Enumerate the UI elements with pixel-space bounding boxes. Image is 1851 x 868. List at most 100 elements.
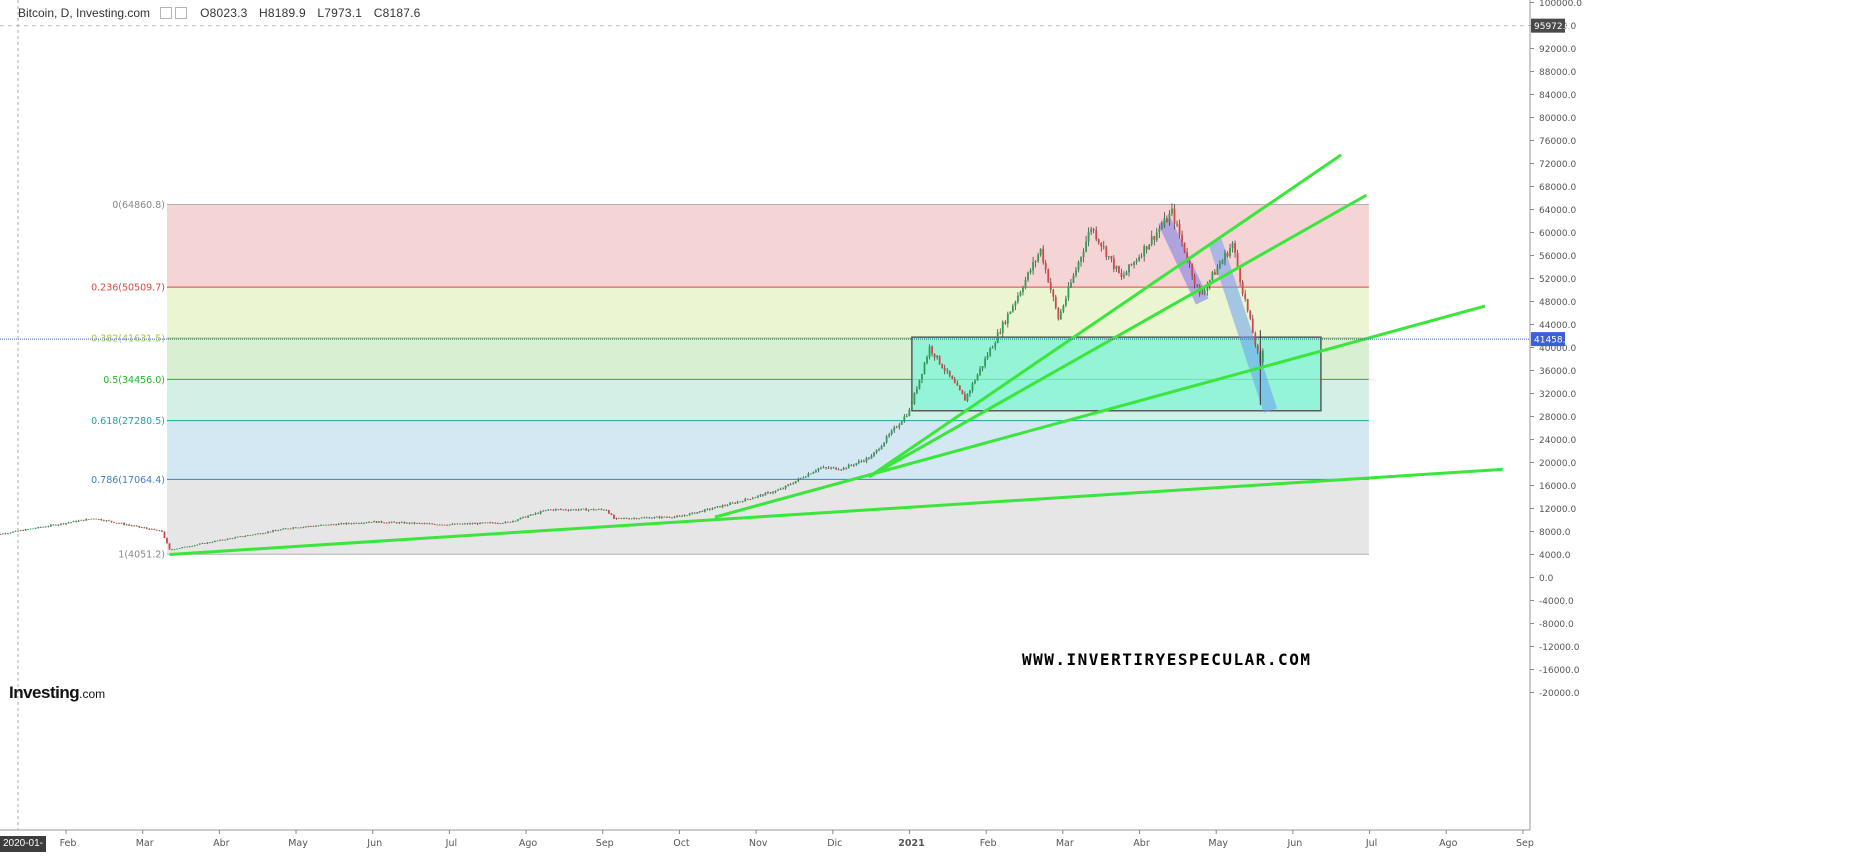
candle-body bbox=[688, 513, 691, 516]
candle-body bbox=[1239, 267, 1242, 282]
candle-body bbox=[610, 513, 613, 515]
candle-body bbox=[686, 515, 689, 517]
candle-body bbox=[1150, 236, 1153, 245]
candle-body bbox=[820, 467, 822, 469]
trendline bbox=[714, 304, 1486, 519]
time-tick-label: Abr bbox=[1133, 838, 1150, 849]
price-tick-label: 84000.0 bbox=[1539, 91, 1576, 101]
candle-body bbox=[19, 530, 22, 532]
candle-body bbox=[49, 524, 52, 527]
candle-body bbox=[865, 457, 868, 462]
candle-body bbox=[880, 446, 883, 450]
candle-body bbox=[562, 509, 565, 511]
fib-level-label: 1(4051.2) bbox=[118, 550, 165, 561]
candle-body bbox=[67, 522, 70, 524]
candle-body bbox=[115, 522, 118, 524]
candle-body bbox=[893, 427, 896, 431]
candle-body bbox=[1171, 208, 1173, 214]
current-price-tag bbox=[1531, 332, 1565, 347]
candle-body bbox=[731, 502, 734, 504]
ohlc-readout: O8023.3 H8189.9 L7973.1 C8187.6 bbox=[200, 6, 428, 20]
candle-body bbox=[216, 540, 219, 542]
candle-body bbox=[494, 522, 497, 524]
candle-body bbox=[565, 509, 567, 511]
candle-body bbox=[219, 539, 221, 541]
candle-body bbox=[47, 526, 50, 528]
candle-body bbox=[1102, 246, 1105, 248]
candle-body bbox=[236, 536, 239, 538]
candle-body bbox=[724, 505, 726, 507]
candle-body bbox=[736, 501, 739, 504]
candle-body bbox=[100, 519, 103, 521]
candle-body bbox=[9, 532, 12, 534]
time-tick-label: Feb bbox=[60, 838, 77, 849]
candle-body bbox=[421, 523, 423, 525]
candle-body bbox=[327, 524, 330, 526]
candle-body bbox=[671, 517, 673, 519]
candle-body bbox=[188, 546, 191, 548]
candle-body bbox=[635, 518, 638, 519]
time-tick-label: Sep bbox=[596, 838, 614, 849]
candle-body bbox=[779, 488, 782, 490]
candle-body bbox=[108, 520, 110, 522]
candle-body bbox=[226, 538, 229, 540]
candle-body bbox=[259, 533, 262, 535]
price-tick-label: 80000.0 bbox=[1539, 114, 1576, 124]
candle-body bbox=[951, 375, 954, 380]
candle-body bbox=[315, 525, 317, 527]
candle-body bbox=[582, 508, 585, 510]
candle-body bbox=[701, 511, 704, 512]
candle-body bbox=[486, 522, 489, 524]
candle-body bbox=[976, 374, 979, 381]
candle-body bbox=[898, 424, 901, 428]
candle-body bbox=[1034, 261, 1037, 263]
candle-body bbox=[196, 544, 199, 546]
trendlines[interactable] bbox=[169, 153, 1503, 556]
candle-body bbox=[491, 522, 494, 524]
trendline bbox=[868, 153, 1342, 479]
candle-body bbox=[37, 526, 40, 529]
candle-body bbox=[1057, 307, 1060, 320]
fib-level-label: 0.786(17064.4) bbox=[91, 475, 165, 486]
candle-body bbox=[812, 472, 815, 474]
candle-body bbox=[1234, 243, 1236, 253]
candle-body bbox=[923, 363, 926, 374]
candle-body bbox=[971, 383, 974, 391]
price-tick-label: 28000.0 bbox=[1539, 413, 1576, 423]
candle-body bbox=[658, 516, 661, 518]
candle-body bbox=[522, 516, 524, 518]
candle-body bbox=[678, 515, 681, 517]
fib-band bbox=[167, 420, 1369, 480]
candle-body bbox=[1256, 344, 1259, 352]
candle-body bbox=[716, 506, 719, 508]
candle-body bbox=[241, 536, 244, 538]
candle-body bbox=[1105, 246, 1108, 257]
candle-body bbox=[958, 385, 961, 391]
price-tick-label: -12000.0 bbox=[1539, 643, 1580, 653]
candle-body bbox=[640, 517, 643, 519]
candle-body bbox=[307, 526, 310, 527]
candle-body bbox=[1176, 223, 1178, 225]
candle-body bbox=[1009, 311, 1012, 314]
settings-toggle-icon[interactable] bbox=[160, 7, 173, 19]
candle-body bbox=[130, 525, 133, 526]
visibility-toggle-icon[interactable] bbox=[175, 7, 188, 19]
candle-body bbox=[75, 521, 77, 522]
candle-body bbox=[1186, 252, 1188, 261]
price-tick-label: 100000.0 bbox=[1539, 0, 1582, 9]
candle-body bbox=[27, 529, 30, 530]
candle-body bbox=[575, 509, 577, 511]
candle-body bbox=[1249, 310, 1252, 319]
candle-body bbox=[441, 524, 444, 526]
candle-body bbox=[398, 522, 401, 524]
candle-body bbox=[592, 509, 595, 511]
candle-body bbox=[630, 518, 633, 520]
candle-body bbox=[774, 490, 777, 493]
candle-body bbox=[383, 522, 386, 524]
candle-body bbox=[471, 523, 474, 525]
price-tick-label: 40000.0 bbox=[1539, 344, 1576, 354]
candle-body bbox=[1181, 234, 1183, 243]
candle-body bbox=[570, 509, 572, 511]
time-tick-label: 2021 bbox=[898, 838, 924, 849]
